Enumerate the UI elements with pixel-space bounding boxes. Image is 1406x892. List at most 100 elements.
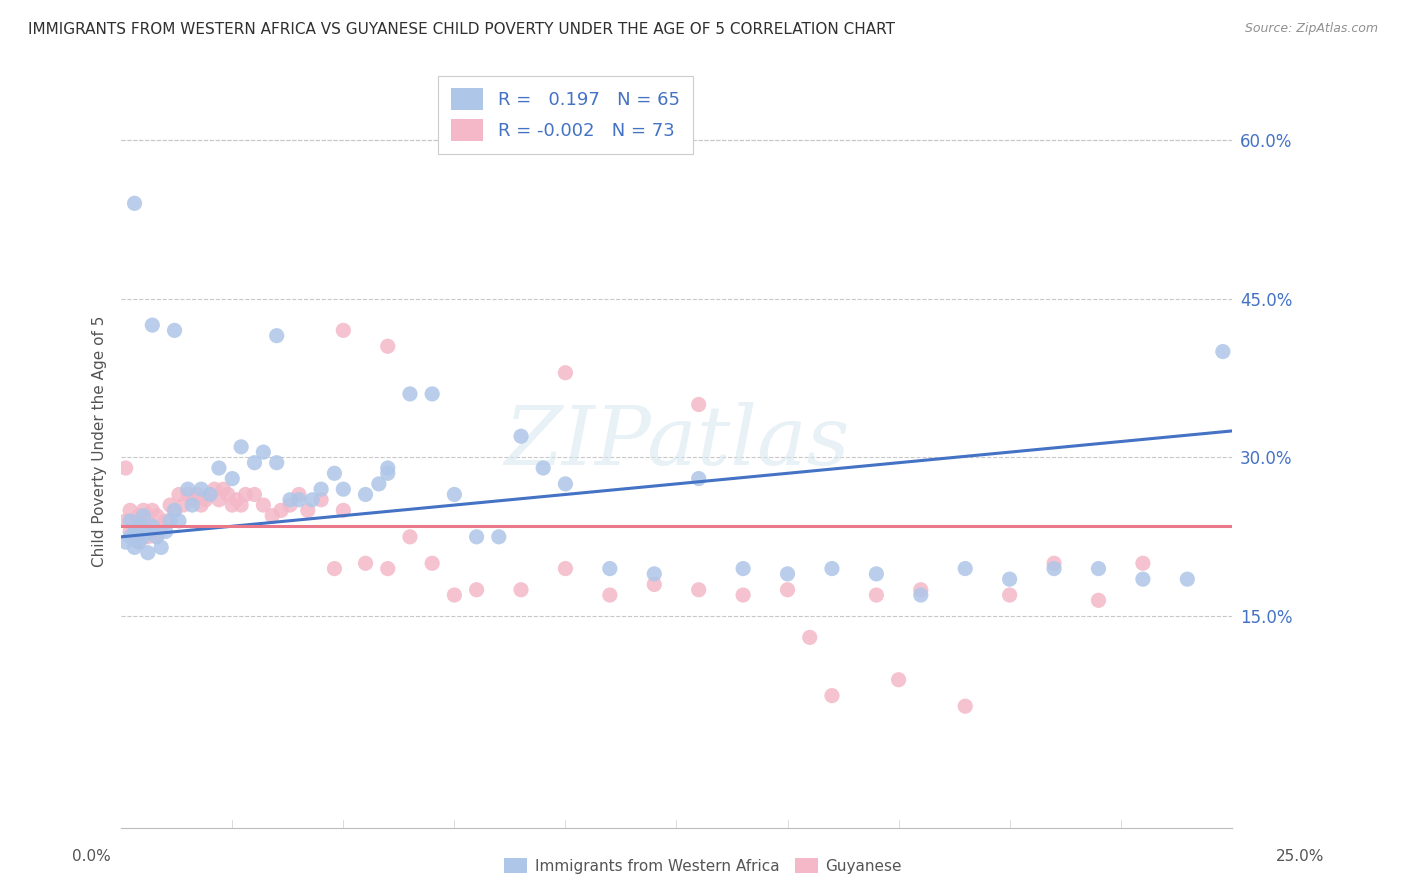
Point bbox=[136, 514, 159, 528]
Point bbox=[114, 535, 136, 549]
Point bbox=[420, 556, 443, 570]
Point bbox=[190, 498, 212, 512]
Point bbox=[998, 572, 1021, 586]
Point bbox=[266, 456, 288, 470]
Point bbox=[288, 487, 311, 501]
Point bbox=[120, 503, 142, 517]
Point bbox=[733, 561, 755, 575]
Point bbox=[181, 492, 204, 507]
Point bbox=[510, 429, 533, 443]
Point bbox=[132, 519, 155, 533]
Point bbox=[955, 561, 977, 575]
Point bbox=[128, 535, 150, 549]
Point bbox=[554, 476, 576, 491]
Point bbox=[865, 588, 887, 602]
Point bbox=[159, 514, 181, 528]
Point bbox=[821, 689, 844, 703]
Text: 25.0%: 25.0% bbox=[1277, 849, 1324, 863]
Point bbox=[235, 487, 257, 501]
Point bbox=[172, 498, 194, 512]
Point bbox=[120, 514, 142, 528]
Point bbox=[266, 328, 288, 343]
Point bbox=[177, 487, 200, 501]
Point bbox=[1175, 572, 1198, 586]
Point bbox=[155, 524, 177, 539]
Point bbox=[198, 487, 221, 501]
Point bbox=[177, 482, 200, 496]
Point bbox=[354, 487, 377, 501]
Point bbox=[243, 487, 266, 501]
Text: 0.0%: 0.0% bbox=[72, 849, 111, 863]
Point bbox=[120, 524, 142, 539]
Point bbox=[221, 472, 243, 486]
Point bbox=[323, 467, 346, 481]
Point bbox=[136, 524, 159, 539]
Point bbox=[1087, 593, 1109, 607]
Point bbox=[998, 588, 1021, 602]
Point bbox=[1043, 561, 1066, 575]
Point bbox=[910, 582, 932, 597]
Legend: Immigrants from Western Africa, Guyanese: Immigrants from Western Africa, Guyanese bbox=[498, 852, 908, 880]
Point bbox=[443, 588, 465, 602]
Point bbox=[136, 546, 159, 560]
Point bbox=[194, 492, 217, 507]
Point bbox=[288, 492, 311, 507]
Point bbox=[132, 508, 155, 523]
Point bbox=[141, 318, 163, 332]
Point bbox=[1212, 344, 1234, 359]
Point bbox=[323, 561, 346, 575]
Point bbox=[150, 541, 173, 555]
Point bbox=[955, 699, 977, 714]
Point bbox=[354, 556, 377, 570]
Point bbox=[887, 673, 910, 687]
Point bbox=[270, 503, 292, 517]
Point bbox=[301, 492, 323, 507]
Point bbox=[163, 503, 186, 517]
Point bbox=[688, 582, 710, 597]
Point bbox=[225, 492, 247, 507]
Point bbox=[114, 514, 136, 528]
Point bbox=[124, 524, 146, 539]
Text: Source: ZipAtlas.com: Source: ZipAtlas.com bbox=[1244, 22, 1378, 36]
Point bbox=[217, 487, 239, 501]
Point bbox=[231, 440, 253, 454]
Point bbox=[332, 482, 354, 496]
Point bbox=[208, 461, 231, 475]
Point bbox=[1132, 572, 1154, 586]
Point bbox=[278, 498, 301, 512]
Y-axis label: Child Poverty Under the Age of 5: Child Poverty Under the Age of 5 bbox=[93, 316, 107, 567]
Point bbox=[332, 323, 354, 337]
Point bbox=[221, 498, 243, 512]
Point bbox=[367, 476, 389, 491]
Point bbox=[198, 487, 221, 501]
Point bbox=[163, 323, 186, 337]
Point bbox=[465, 530, 488, 544]
Point bbox=[186, 487, 208, 501]
Point bbox=[377, 339, 399, 353]
Point bbox=[799, 631, 821, 645]
Point bbox=[309, 482, 332, 496]
Point bbox=[910, 588, 932, 602]
Point bbox=[124, 514, 146, 528]
Point bbox=[145, 530, 167, 544]
Point bbox=[420, 387, 443, 401]
Point bbox=[136, 530, 159, 544]
Point bbox=[297, 503, 319, 517]
Point bbox=[120, 530, 142, 544]
Point bbox=[159, 498, 181, 512]
Point bbox=[204, 482, 226, 496]
Point bbox=[145, 530, 167, 544]
Point bbox=[231, 498, 253, 512]
Point bbox=[128, 535, 150, 549]
Point bbox=[124, 196, 146, 211]
Point bbox=[377, 461, 399, 475]
Point bbox=[114, 461, 136, 475]
Point bbox=[554, 561, 576, 575]
Point bbox=[132, 530, 155, 544]
Point bbox=[252, 498, 274, 512]
Point bbox=[643, 566, 665, 581]
Point bbox=[124, 541, 146, 555]
Point bbox=[141, 503, 163, 517]
Point bbox=[128, 519, 150, 533]
Point bbox=[212, 482, 235, 496]
